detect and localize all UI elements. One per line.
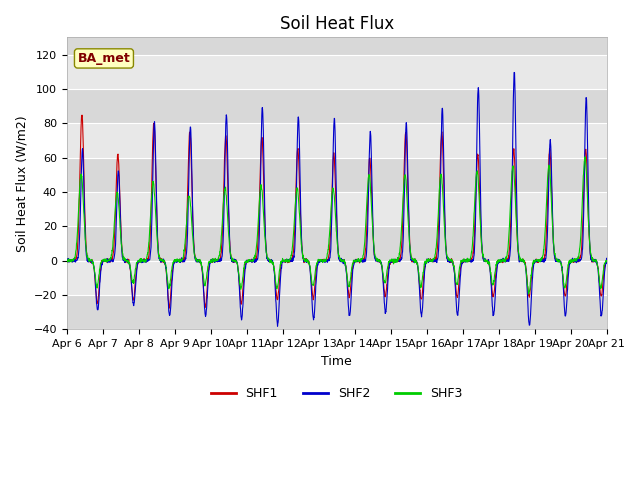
SHF2 [570, 257, 578, 263]
SHF2 [274, 324, 282, 329]
SHF2 [364, 210, 372, 216]
SHF2 [214, 258, 221, 264]
Bar [67, 123, 607, 157]
SHF1 [78, 112, 86, 118]
SHF3 [556, 259, 563, 264]
SHF3 [214, 257, 221, 263]
SHF3 [493, 261, 501, 266]
SHF3 [63, 257, 70, 263]
Bar [67, 55, 607, 89]
SHF3 [525, 291, 532, 297]
SHF1 [556, 258, 563, 264]
SHF3 [603, 259, 611, 264]
SHF1 [214, 258, 221, 264]
SHF3 [364, 182, 372, 188]
SHF3 [581, 154, 589, 160]
Line: SHF2: SHF2 [67, 72, 607, 326]
X-axis label: Time: Time [321, 355, 352, 368]
SHF2 [63, 258, 70, 264]
SHF2 [511, 70, 518, 75]
Bar [67, 261, 607, 295]
SHF3 [570, 257, 578, 263]
Bar [67, 89, 607, 123]
Line: SHF1: SHF1 [67, 115, 607, 308]
Bar [67, 226, 607, 261]
SHF2 [603, 255, 611, 261]
SHF1 [570, 256, 578, 262]
SHF1 [364, 181, 372, 187]
SHF1 [165, 305, 173, 311]
Bar [67, 192, 607, 226]
SHF3 [352, 257, 360, 263]
Legend: SHF1, SHF2, SHF3: SHF1, SHF2, SHF3 [205, 382, 468, 405]
SHF2 [493, 261, 501, 267]
SHF1 [353, 259, 360, 264]
Line: SHF3: SHF3 [67, 157, 607, 294]
Text: BA_met: BA_met [77, 52, 131, 65]
Y-axis label: Soil Heat Flux (W/m2): Soil Heat Flux (W/m2) [15, 115, 28, 252]
SHF2 [353, 257, 360, 263]
Title: Soil Heat Flux: Soil Heat Flux [280, 15, 394, 33]
SHF1 [63, 258, 70, 264]
Bar [67, 295, 607, 329]
Bar [67, 157, 607, 192]
SHF1 [494, 259, 502, 264]
SHF1 [603, 259, 611, 264]
SHF2 [556, 257, 563, 263]
